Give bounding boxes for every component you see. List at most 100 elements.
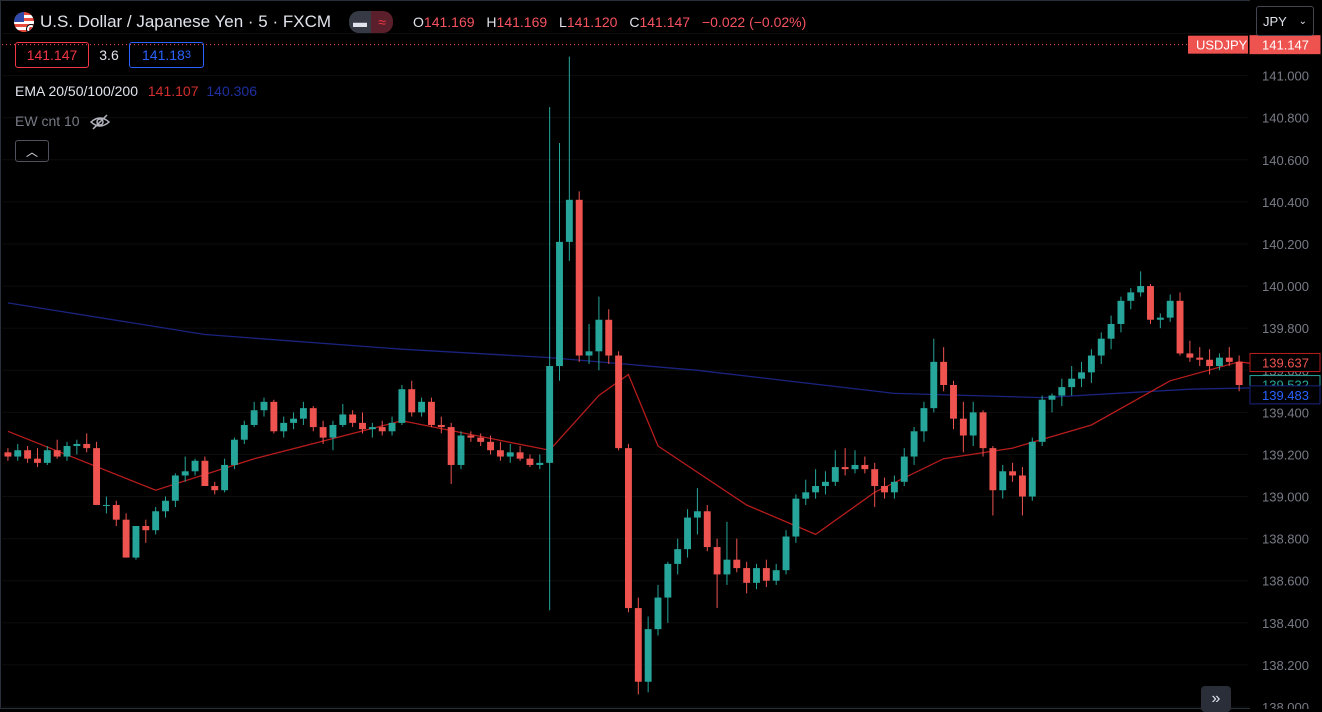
sell-button[interactable]: 141.147 bbox=[15, 42, 89, 68]
candle-body bbox=[418, 401, 426, 413]
candle-body bbox=[152, 511, 160, 531]
ema-legend[interactable]: EMA 20/50/100/200 141.107 140.306 bbox=[15, 83, 257, 99]
candle-body bbox=[339, 414, 347, 425]
candle-body bbox=[1078, 372, 1085, 379]
price-tick-label: 138.000 bbox=[1262, 700, 1309, 709]
chevron-up-icon: ︿ bbox=[25, 144, 38, 159]
candle-body bbox=[900, 456, 908, 482]
candle-body bbox=[743, 568, 751, 583]
price-tick-label: 138.600 bbox=[1262, 574, 1309, 589]
candle-body bbox=[753, 568, 760, 583]
candle-body bbox=[841, 467, 849, 470]
candles bbox=[4, 56, 1243, 695]
candle-body bbox=[142, 526, 150, 531]
buy-price: 141.18 bbox=[142, 47, 185, 63]
candle-body bbox=[674, 549, 682, 564]
candle-body bbox=[24, 450, 32, 459]
candle-body bbox=[684, 517, 691, 550]
candle-body bbox=[762, 568, 770, 581]
price-tick-label: 139.200 bbox=[1262, 447, 1309, 462]
candle-body bbox=[43, 450, 51, 463]
candle-body bbox=[1117, 300, 1125, 324]
collapse-legend-button[interactable]: ︿ bbox=[15, 140, 49, 162]
currency-label: JPY bbox=[1263, 13, 1287, 29]
minus-icon: ▬ bbox=[349, 11, 372, 33]
candle-body bbox=[201, 460, 209, 487]
ew-legend[interactable]: EW cnt 10 bbox=[15, 113, 111, 130]
ema-fast-value: 141.107 bbox=[147, 83, 199, 99]
price-label-box bbox=[1249, 385, 1321, 405]
candle-body bbox=[1235, 361, 1243, 385]
candle-body bbox=[63, 446, 71, 457]
candle-body bbox=[467, 435, 475, 438]
candle-body bbox=[871, 469, 879, 487]
candle-body bbox=[270, 401, 278, 432]
candle-body bbox=[950, 384, 957, 419]
price-tick-label: 138.800 bbox=[1262, 532, 1309, 547]
candle-body bbox=[487, 441, 494, 451]
candle-body bbox=[1127, 292, 1135, 301]
currency-button[interactable]: JPY ⌄ bbox=[1256, 6, 1314, 36]
candle-body bbox=[1087, 355, 1095, 373]
candle-body bbox=[506, 452, 514, 457]
ew-name: EW cnt 10 bbox=[15, 113, 80, 129]
candle-body bbox=[585, 351, 593, 356]
candle-body bbox=[309, 408, 317, 428]
ema-fast-line bbox=[7, 361, 1289, 536]
candle-body bbox=[1097, 338, 1105, 356]
approx-icon: ≈ bbox=[371, 11, 394, 33]
candle-body bbox=[83, 443, 91, 449]
candle-body bbox=[73, 443, 81, 447]
candle-body bbox=[53, 450, 61, 457]
candle-body bbox=[910, 431, 918, 457]
price-change: −0.022 (−0.02%) bbox=[701, 14, 807, 30]
candle-body bbox=[881, 486, 888, 493]
market-status-toggle[interactable]: ▬ ≈ bbox=[349, 11, 394, 33]
candle-body bbox=[359, 422, 366, 430]
candle-body bbox=[378, 427, 386, 432]
candle-body bbox=[1156, 317, 1164, 320]
candle-body bbox=[388, 422, 396, 432]
candle-body bbox=[112, 504, 120, 520]
candle-body bbox=[428, 401, 435, 425]
price-label-value: 139.637 bbox=[1262, 355, 1309, 370]
candle-body bbox=[1009, 471, 1017, 476]
candle-body bbox=[1068, 378, 1076, 388]
candle-body bbox=[34, 458, 41, 463]
candle-body bbox=[437, 424, 445, 428]
candle-body bbox=[664, 563, 672, 598]
candle-body bbox=[989, 448, 997, 491]
symbol-title[interactable]: U.S. Dollar / Japanese Yen · 5 · FXCM bbox=[40, 12, 332, 31]
candle-body bbox=[457, 435, 465, 465]
price-tick-label: 140.000 bbox=[1262, 279, 1309, 294]
buy-price-small: 3 bbox=[184, 49, 191, 61]
candle-body bbox=[999, 471, 1007, 491]
candle-body bbox=[713, 547, 721, 575]
candle-body bbox=[1147, 286, 1154, 320]
chevron-down-icon: ⌄ bbox=[1298, 15, 1307, 27]
candle-body bbox=[792, 498, 800, 537]
candle-body bbox=[733, 559, 741, 569]
candle-body bbox=[408, 389, 416, 413]
eye-hidden-icon[interactable] bbox=[89, 114, 111, 130]
candle-body bbox=[329, 424, 337, 438]
symbol-label: USDJPY bbox=[1196, 38, 1248, 53]
buy-button[interactable]: 141.18 3 bbox=[129, 42, 204, 68]
double-chevron-right-icon: » bbox=[1211, 690, 1221, 707]
candle-body bbox=[122, 519, 130, 558]
candle-body bbox=[1166, 300, 1174, 318]
candle-body bbox=[536, 462, 544, 465]
price-tick-label: 140.800 bbox=[1262, 111, 1309, 126]
price-tick-label: 139.400 bbox=[1262, 405, 1309, 420]
candle-body bbox=[772, 570, 780, 581]
candle-body bbox=[625, 448, 632, 609]
candle-body bbox=[605, 319, 613, 356]
price-label-value: 139.483 bbox=[1262, 388, 1309, 403]
candle-body bbox=[979, 412, 987, 449]
candle-body bbox=[693, 511, 701, 518]
candle-body bbox=[920, 408, 928, 432]
candle-body bbox=[349, 414, 357, 423]
scroll-to-realtime-button[interactable]: » bbox=[1201, 686, 1231, 712]
candle-body bbox=[1186, 353, 1194, 358]
